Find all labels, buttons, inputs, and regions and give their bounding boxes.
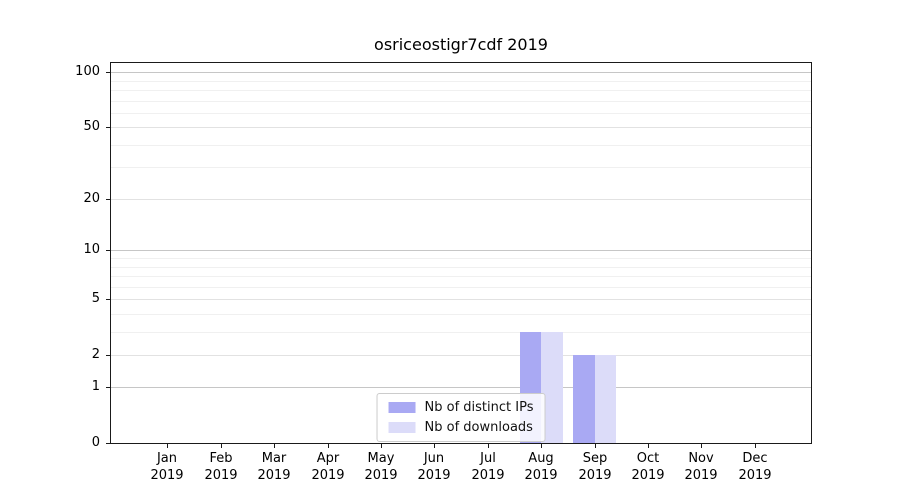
x-tick-label: Apr 2019 — [311, 451, 345, 483]
y-tick — [106, 443, 110, 444]
x-tick — [328, 444, 329, 448]
x-tick — [701, 444, 702, 448]
plot-area: Nb of distinct IPs Nb of downloads — [110, 62, 812, 444]
x-tick — [274, 444, 275, 448]
gridline-minor — [111, 258, 811, 260]
gridline-major — [111, 354, 811, 356]
x-tick — [488, 444, 489, 448]
y-tick — [106, 250, 110, 251]
gridline-minor — [111, 313, 811, 315]
y-tick — [106, 127, 110, 128]
x-tick-label: Aug 2019 — [524, 451, 558, 483]
legend-label: Nb of downloads — [424, 420, 533, 435]
legend-swatch — [388, 402, 416, 413]
x-tick — [648, 444, 649, 448]
x-tick-label: Mar 2019 — [257, 451, 291, 483]
gridline-minor — [111, 80, 811, 82]
x-tick-label: Nov 2019 — [684, 451, 718, 483]
x-tick — [167, 444, 168, 448]
y-tick-label: 1 — [91, 379, 100, 394]
x-tick-label: Jan 2019 — [150, 451, 184, 483]
x-tick-label: Sep 2019 — [578, 451, 612, 483]
x-tick — [595, 444, 596, 448]
y-tick-label: 2 — [91, 347, 100, 362]
x-tick — [221, 444, 222, 448]
gridline-major — [111, 299, 811, 301]
gridline-minor — [111, 112, 811, 114]
gridline-major — [111, 127, 811, 129]
x-tick — [434, 444, 435, 448]
y-tick — [106, 72, 110, 73]
y-tick — [106, 199, 110, 200]
gridline-minor — [111, 266, 811, 268]
legend: Nb of distinct IPs Nb of downloads — [376, 393, 546, 442]
gridline-major — [111, 198, 811, 200]
x-tick-label: Jun 2019 — [417, 451, 451, 483]
gridline-major — [111, 387, 811, 389]
gridline-minor — [111, 286, 811, 288]
x-tick-label: Dec 2019 — [738, 451, 772, 483]
y-tick — [106, 387, 110, 388]
x-tick-label: Feb 2019 — [204, 451, 238, 483]
legend-item: Nb of downloads — [388, 420, 534, 435]
bar-nb-of-downloads — [541, 331, 563, 443]
y-tick-label: 10 — [83, 242, 100, 257]
gridline-major — [111, 72, 811, 74]
y-tick-label: 50 — [83, 119, 100, 134]
gridline-minor — [111, 331, 811, 333]
x-tick — [381, 444, 382, 448]
gridline-minor — [111, 90, 811, 92]
chart-title: osriceostigr7cdf 2019 — [374, 35, 548, 54]
legend-label: Nb of distinct IPs — [424, 400, 534, 415]
bar-nb-of-distinct-ips — [573, 354, 595, 443]
y-tick-label: 20 — [83, 191, 100, 206]
y-tick-label: 0 — [91, 435, 100, 450]
y-tick-label: 5 — [91, 291, 100, 306]
gridline-minor — [111, 100, 811, 102]
x-tick-label: Oct 2019 — [631, 451, 665, 483]
legend-swatch — [388, 422, 416, 433]
x-tick-label: May 2019 — [364, 451, 398, 483]
y-tick — [106, 299, 110, 300]
x-tick-label: Jul 2019 — [471, 451, 505, 483]
gridline-minor — [111, 144, 811, 146]
y-tick-label: 100 — [75, 64, 100, 79]
legend-item: Nb of distinct IPs — [388, 400, 534, 415]
gridline-minor — [111, 276, 811, 277]
bar-nb-of-downloads — [594, 354, 616, 443]
gridline-minor — [111, 167, 811, 169]
y-tick — [106, 355, 110, 356]
gridline-major — [111, 250, 811, 252]
x-tick — [541, 444, 542, 448]
x-tick — [755, 444, 756, 448]
